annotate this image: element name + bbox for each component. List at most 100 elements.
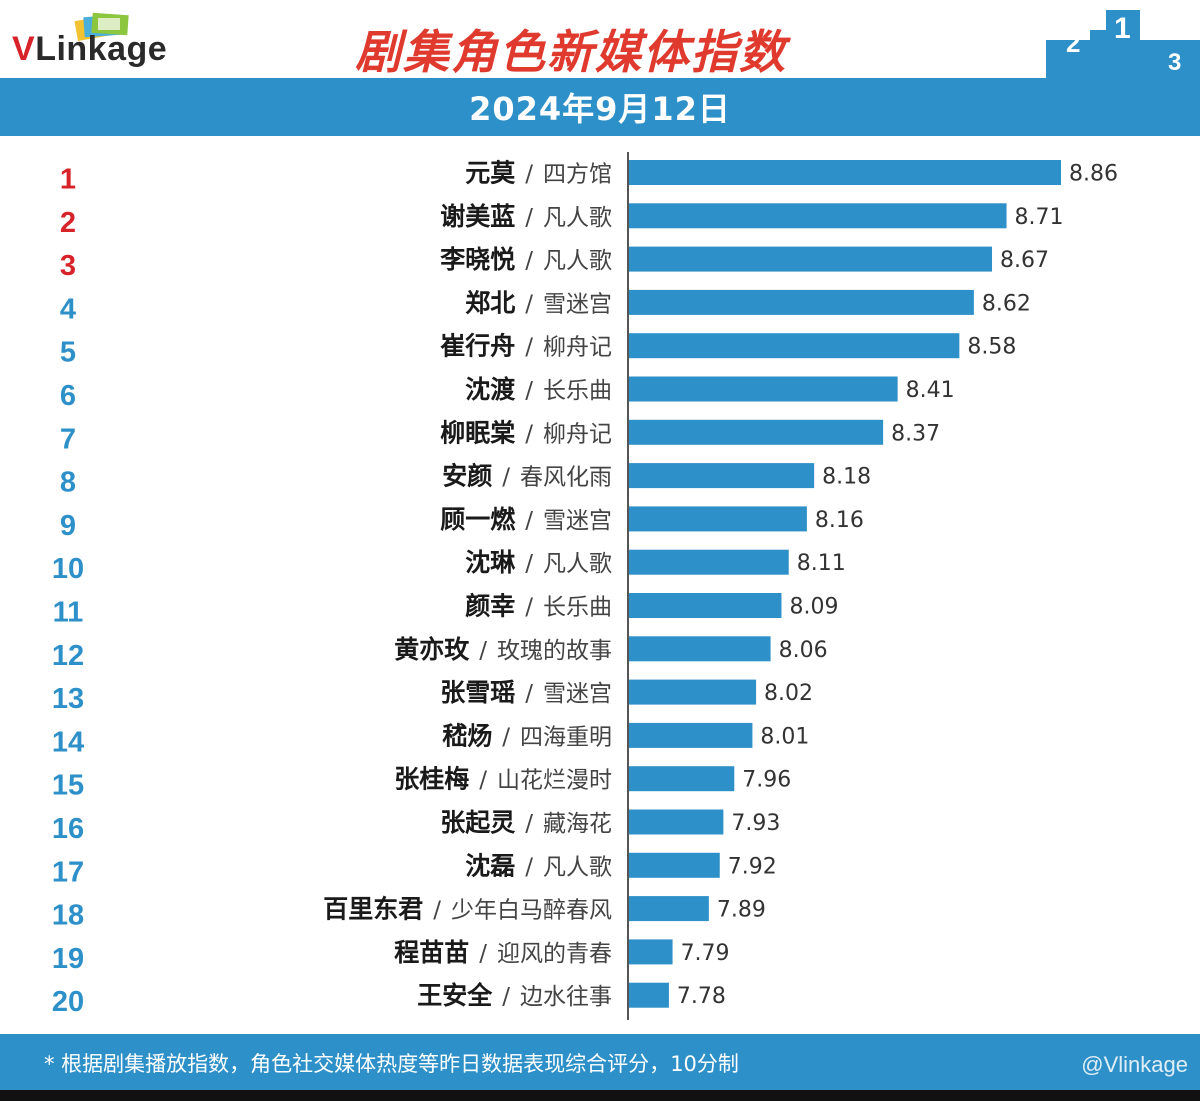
character-name: 谢美蓝	[440, 202, 515, 231]
drama-title: 迎风的青春	[497, 941, 612, 967]
bar	[629, 160, 1061, 185]
character-name: 张起灵	[440, 808, 515, 837]
bar	[629, 896, 709, 922]
category-label: 颜幸 / 长乐曲	[465, 592, 612, 621]
bar-value-label: 8.86	[1069, 162, 1118, 187]
bar-value-label: 7.96	[742, 768, 791, 793]
bar-value-label: 8.01	[760, 724, 809, 749]
bar-value-label: 8.71	[1015, 205, 1064, 230]
category-label: 张雪瑶 / 雪迷宫	[440, 678, 612, 707]
footnote-scale: 10分制	[670, 1052, 739, 1076]
character-name: 柳眠棠	[440, 418, 515, 447]
bar	[629, 722, 753, 748]
rank-number: 13	[52, 683, 84, 715]
drama-title: 凡人歌	[543, 854, 612, 880]
character-name: 王安全	[417, 981, 493, 1010]
bar	[629, 463, 815, 489]
svg-text:1: 1	[1114, 12, 1131, 45]
bar	[629, 939, 673, 965]
category-label: 崔行舟 / 柳舟记	[440, 332, 612, 361]
category-label: 张桂梅 / 山花烂漫时	[394, 765, 612, 794]
drama-title: 玫瑰的故事	[497, 638, 612, 664]
category-label: 黄亦玫 / 玫瑰的故事	[394, 635, 612, 664]
character-name: 张桂梅	[394, 765, 469, 794]
date-band: 2024年9月12日	[0, 78, 1200, 136]
rank-number: 20	[52, 986, 84, 1018]
category-label: 沈渡 / 长乐曲	[465, 375, 612, 404]
label-separator: /	[525, 205, 533, 231]
bar-value-label: 8.37	[891, 421, 940, 446]
character-name: 顾一燃	[440, 505, 516, 534]
logo-mark-icon	[74, 12, 129, 41]
drama-title: 雪迷宫	[543, 508, 612, 534]
logo-text: VLinkage	[12, 30, 167, 69]
rank-number: 2	[60, 207, 76, 239]
category-label: 元莫 / 四方馆	[465, 159, 612, 188]
rank-number: 9	[60, 510, 76, 542]
label-separator: /	[525, 811, 533, 837]
drama-title: 凡人歌	[543, 205, 612, 231]
character-name: 颜幸	[465, 592, 515, 621]
footnote: * 根据剧集播放指数，角色社交媒体热度等昨日数据表现综合评分，10分制	[44, 1048, 739, 1078]
category-label: 程苗苗 / 迎风的青春	[394, 938, 612, 967]
character-name: 张雪瑶	[440, 678, 515, 707]
bar-value-label: 8.67	[1000, 248, 1049, 273]
character-name: 百里东君	[323, 895, 423, 924]
drama-title: 长乐曲	[543, 595, 612, 621]
character-name: 李晓悦	[440, 245, 515, 274]
category-label: 柳眠棠 / 柳舟记	[440, 418, 612, 447]
character-name: 程苗苗	[394, 938, 469, 967]
bar-value-label: 8.41	[906, 378, 955, 403]
category-label: 王安全 / 边水往事	[417, 981, 612, 1010]
drama-title: 边水往事	[520, 984, 612, 1010]
label-separator: /	[525, 378, 533, 404]
bar-value-label: 8.58	[967, 335, 1016, 360]
drama-title: 雪迷宫	[543, 681, 612, 707]
podium-icon: 2 1 3	[1046, 10, 1200, 78]
character-name: 元莫	[465, 159, 516, 188]
rank-number: 14	[52, 726, 84, 758]
category-label: 张起灵 / 藏海花	[440, 808, 612, 837]
bar-value-label: 7.92	[728, 854, 777, 879]
bar	[629, 766, 735, 792]
rank-number: 6	[60, 380, 76, 412]
label-separator: /	[433, 898, 441, 924]
bar-value-label: 8.18	[822, 465, 871, 490]
label-separator: /	[525, 854, 533, 880]
bar-value-label: 7.78	[677, 984, 726, 1009]
rank-number: 4	[60, 293, 76, 325]
character-name: 沈琳	[465, 548, 516, 577]
label-separator: /	[502, 724, 510, 750]
character-name: 郑北	[465, 288, 515, 317]
character-name: 黄亦玫	[394, 635, 470, 664]
bottom-strip	[0, 1090, 1200, 1101]
rank-number: 7	[60, 423, 76, 455]
label-separator: /	[479, 638, 487, 664]
drama-title: 四方馆	[543, 162, 612, 188]
label-separator: /	[479, 768, 487, 794]
drama-title: 少年白马醉春风	[451, 898, 612, 924]
label-separator: /	[525, 248, 533, 274]
character-name: 嵇炀	[442, 721, 492, 750]
svg-text:2: 2	[1066, 28, 1080, 58]
bar-value-label: 7.89	[717, 898, 766, 923]
drama-title: 凡人歌	[543, 551, 612, 577]
footer-band: * 根据剧集播放指数，角色社交媒体热度等昨日数据表现综合评分，10分制 @Vli…	[0, 1034, 1200, 1090]
label-separator: /	[525, 162, 533, 188]
rank-number: 10	[52, 553, 84, 585]
bar-value-label: 8.02	[764, 681, 813, 706]
category-label: 嵇炀 / 四海重明	[442, 721, 612, 750]
drama-title: 藏海花	[543, 811, 612, 837]
drama-title: 春风化雨	[520, 465, 612, 491]
bar-value-label: 8.06	[779, 638, 828, 663]
label-separator: /	[525, 335, 533, 361]
bar	[629, 333, 960, 359]
category-label: 顾一燃 / 雪迷宫	[440, 505, 612, 534]
rank-number: 5	[60, 337, 76, 369]
label-separator: /	[525, 595, 533, 621]
rank-number: 1	[60, 164, 76, 196]
drama-title: 山花烂漫时	[497, 768, 612, 794]
category-label: 沈琳 / 凡人歌	[465, 548, 612, 577]
character-name: 安颜	[442, 462, 492, 491]
rank-number: 12	[52, 640, 84, 672]
